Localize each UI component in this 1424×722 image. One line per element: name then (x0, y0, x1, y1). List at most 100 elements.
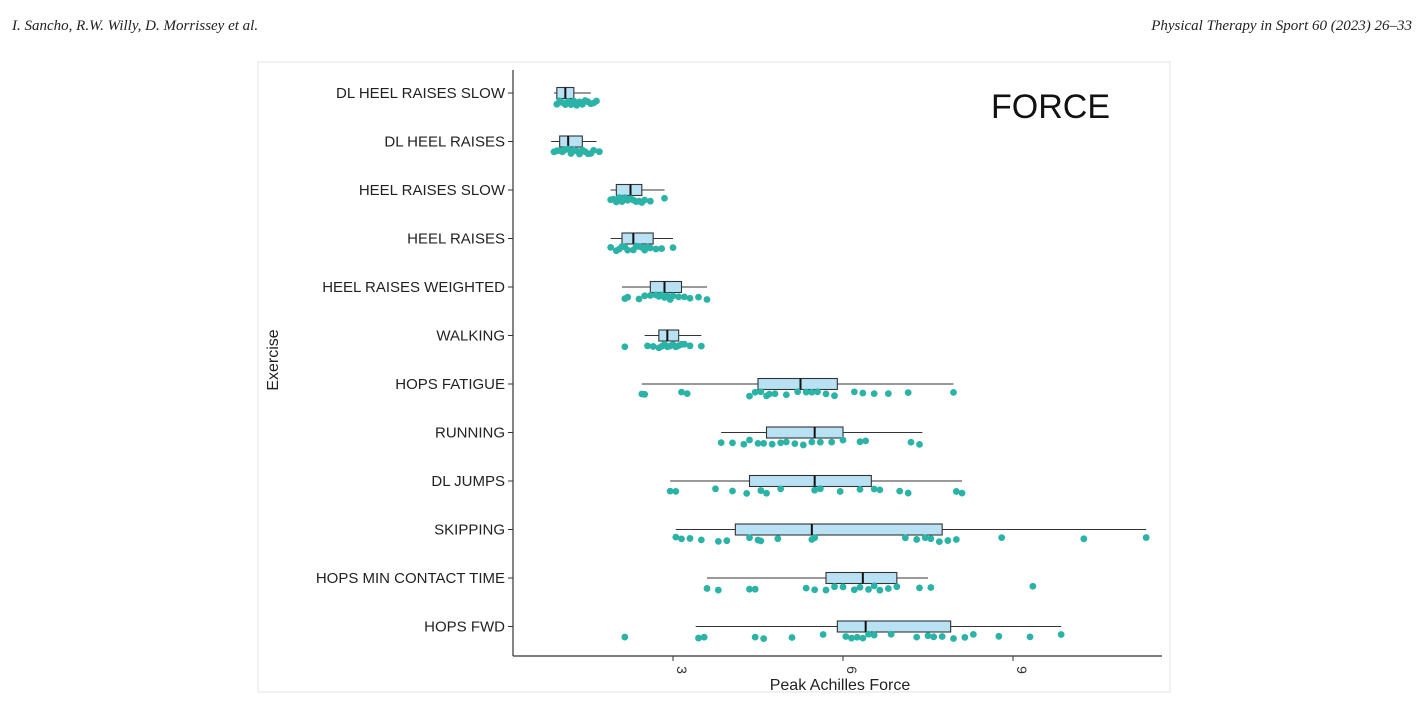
data-point (859, 634, 867, 642)
data-point (839, 583, 847, 591)
data-point (853, 633, 861, 641)
data-point (590, 146, 598, 154)
data-point (927, 535, 935, 543)
data-point (913, 536, 921, 543)
data-point (856, 438, 864, 446)
x-tick-label: 9 (1014, 666, 1030, 674)
data-point (697, 536, 705, 544)
data-point (916, 584, 923, 592)
journal-header: Physical Therapy in Sport 60 (2023) 26–3… (1151, 18, 1412, 34)
data-point (876, 486, 884, 494)
box-iqr (621, 232, 654, 245)
data-point (757, 487, 765, 494)
data-point (595, 148, 603, 156)
data-point (819, 631, 827, 638)
data-point (624, 293, 632, 301)
data-point (646, 197, 654, 205)
y-axis-title: Exercise (265, 329, 282, 390)
box-iqr (559, 135, 583, 148)
data-point (658, 245, 666, 252)
data-point (884, 585, 892, 592)
data-point (646, 244, 654, 252)
data-point (760, 635, 768, 643)
data-point (703, 585, 711, 592)
data-point (870, 485, 878, 493)
data-point (811, 586, 819, 594)
data-point (816, 438, 824, 446)
data-point (678, 535, 685, 543)
data-point (865, 586, 872, 593)
data-point (717, 439, 725, 447)
data-point (621, 633, 629, 641)
data-point (641, 390, 649, 398)
data-point (859, 389, 867, 397)
data-point (901, 534, 909, 542)
box-iqr (765, 426, 844, 439)
data-point (700, 633, 708, 641)
data-point (768, 440, 776, 448)
data-point (822, 390, 830, 398)
data-point (751, 585, 759, 593)
category-label: HOPS FWD (424, 619, 505, 636)
data-point (751, 633, 759, 641)
data-point (641, 196, 649, 204)
category-label: HEEL RAISES WEIGHTED (322, 279, 505, 296)
category-label: SKIPPING (434, 522, 505, 539)
box-iqr (615, 183, 643, 197)
data-point (652, 245, 660, 253)
data-point (593, 97, 600, 105)
data-point (788, 634, 796, 641)
data-point (913, 633, 921, 641)
data-point (842, 633, 850, 640)
data-point (969, 630, 977, 638)
data-point (802, 388, 810, 396)
data-point (621, 343, 629, 351)
category-label: HEEL RAISES (407, 231, 505, 248)
data-point (870, 631, 878, 639)
data-point (814, 388, 821, 396)
data-point (644, 342, 651, 350)
data-point (944, 537, 952, 544)
box-iqr (757, 377, 838, 391)
data-point (746, 436, 753, 444)
data-point (661, 194, 668, 202)
data-point (927, 584, 935, 591)
data-point (952, 536, 960, 543)
panel-frame (257, 61, 1171, 693)
data-point (777, 485, 785, 493)
data-point (1142, 534, 1150, 541)
data-point (904, 489, 912, 497)
data-point (729, 439, 736, 447)
data-point (1057, 631, 1065, 638)
data-point (887, 630, 895, 638)
data-point (916, 440, 923, 448)
data-point (822, 586, 830, 594)
data-point (746, 585, 753, 593)
data-point (697, 342, 705, 350)
data-point (771, 390, 779, 398)
data-point (714, 586, 722, 594)
data-point (680, 293, 688, 301)
data-point (777, 439, 785, 447)
data-point (635, 295, 643, 303)
x-tick-label: 3 (674, 666, 690, 674)
data-point (774, 535, 782, 543)
authors-header: I. Sancho, R.W. Willy, D. Morrissey et a… (12, 18, 259, 34)
data-point (839, 436, 847, 444)
data-point (791, 440, 799, 447)
data-point (907, 438, 915, 446)
data-point (831, 392, 838, 400)
data-point (686, 342, 694, 350)
data-point (921, 534, 929, 542)
data-point (808, 438, 816, 446)
data-point (938, 633, 946, 640)
category-label: WALKING (436, 328, 505, 345)
data-point (794, 388, 802, 396)
data-point (680, 340, 688, 348)
data-point (850, 388, 858, 396)
data-point (952, 488, 960, 495)
data-point (754, 439, 762, 447)
x-axis-title: Peak Achilles Force (770, 677, 911, 694)
data-point (782, 391, 790, 399)
data-point (811, 486, 819, 494)
